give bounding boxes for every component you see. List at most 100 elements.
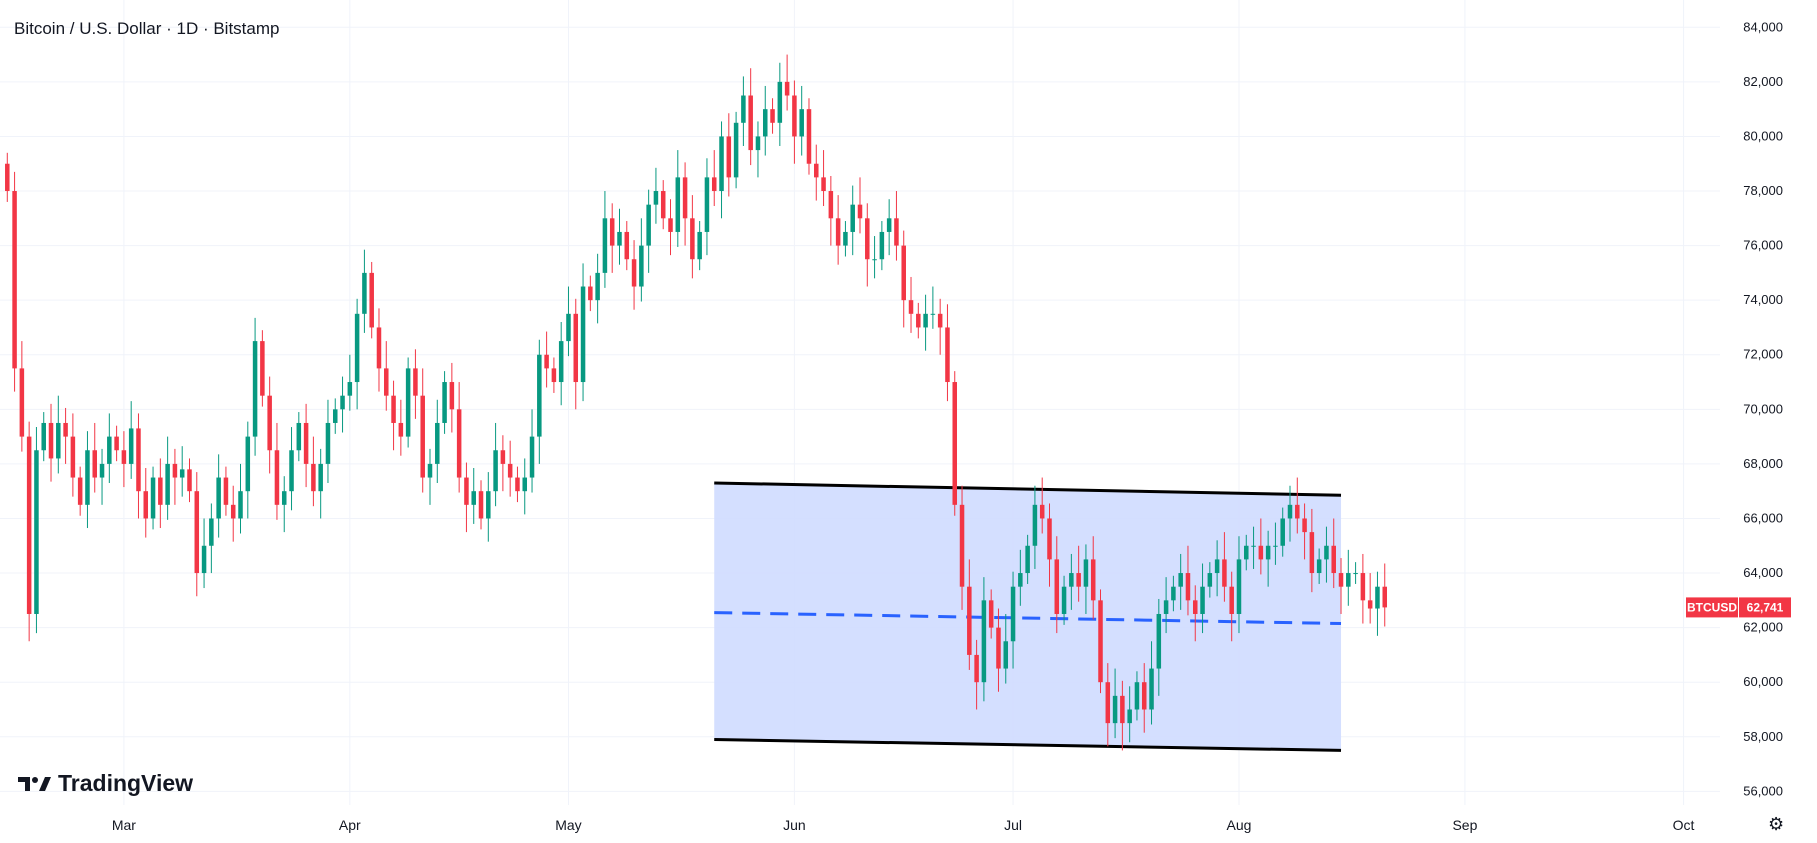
candle-body	[1010, 586, 1016, 642]
candle-body	[332, 409, 338, 423]
candle	[762, 85, 768, 156]
candle-body	[835, 218, 841, 246]
candle	[435, 399, 440, 483]
candle-body	[981, 600, 987, 683]
candle	[427, 448, 433, 505]
candle-body	[609, 218, 615, 246]
candle-body	[1127, 709, 1132, 724]
candle	[1105, 663, 1111, 747]
candle-body	[515, 477, 520, 492]
y-axis[interactable]: 84,000 82,000 80,000 78,000 76,000 74,000 72,0…	[1743, 19, 1783, 798]
candle-body	[799, 109, 804, 137]
candle	[1025, 534, 1030, 584]
candle	[1069, 553, 1074, 610]
candle-body	[179, 469, 185, 478]
candle	[354, 298, 360, 410]
candle	[1090, 536, 1096, 620]
candle-body	[1222, 559, 1227, 587]
candle	[179, 446, 185, 497]
candle-body	[996, 627, 1001, 669]
candle	[56, 395, 61, 474]
y-tick-label: 60,000	[1743, 674, 1783, 689]
candle-body	[1353, 573, 1358, 575]
candle-body	[318, 463, 323, 492]
candle	[558, 322, 564, 406]
candle	[515, 466, 520, 503]
candle	[325, 399, 331, 483]
candle-body	[158, 477, 163, 505]
candle	[704, 158, 710, 256]
candle-body	[1229, 586, 1234, 614]
x-axis[interactable]: Mar Apr May Jun Jul Aug Sep Oct	[112, 817, 1695, 833]
candle-body	[405, 368, 411, 437]
candle-body	[427, 463, 433, 478]
candle	[486, 472, 491, 542]
candle	[1346, 549, 1351, 606]
candle	[923, 294, 928, 351]
candle	[1054, 536, 1060, 634]
y-tick-label: 76,000	[1743, 238, 1783, 253]
candle-body	[1280, 518, 1285, 546]
candle-body	[456, 409, 462, 478]
candle-body	[1324, 545, 1329, 560]
candle	[733, 111, 739, 189]
candle	[5, 152, 10, 202]
candle	[770, 98, 775, 134]
candle-body	[792, 95, 797, 137]
candle	[1098, 589, 1103, 694]
x-tick-label: Mar	[112, 817, 136, 833]
candle-body	[784, 81, 790, 96]
candle	[121, 431, 127, 488]
candle	[281, 476, 287, 533]
candle	[274, 422, 280, 520]
candle-body	[201, 545, 207, 574]
candle-body	[930, 313, 936, 315]
candle	[194, 472, 200, 597]
candle	[522, 458, 528, 515]
candle	[1244, 534, 1249, 571]
settings-gear-icon[interactable]: ⚙	[1768, 814, 1785, 834]
candle-body	[1192, 600, 1198, 614]
candle	[806, 98, 812, 175]
candle	[1061, 575, 1067, 625]
candle-body	[281, 491, 287, 505]
candle	[318, 448, 323, 519]
badge-symbol-box	[1686, 597, 1738, 618]
candle	[1324, 526, 1329, 583]
candle	[41, 412, 46, 462]
candle	[821, 150, 826, 207]
candle	[908, 276, 914, 333]
candle-body	[704, 177, 710, 232]
candle-body	[1149, 668, 1154, 710]
candle-body	[1098, 600, 1103, 683]
candle	[894, 191, 899, 261]
y-tick-label: 70,000	[1743, 401, 1783, 416]
candle	[420, 368, 425, 493]
y-tick-label: 58,000	[1743, 729, 1783, 744]
price-channel[interactable]	[714, 481, 1342, 752]
candle	[456, 382, 462, 493]
candle-body	[12, 191, 17, 369]
y-tick-label: 64,000	[1743, 565, 1783, 580]
candle	[1003, 613, 1009, 684]
candle-body	[1003, 641, 1009, 669]
candle	[77, 466, 83, 516]
candle	[1236, 536, 1242, 634]
candle	[398, 399, 404, 456]
candle-body	[1338, 573, 1344, 587]
candle	[814, 144, 819, 201]
candle	[128, 401, 134, 479]
candle	[238, 463, 243, 534]
candle	[19, 341, 25, 452]
candle-body	[573, 313, 579, 383]
y-tick-label: 80,000	[1743, 128, 1783, 143]
candle-body	[537, 354, 542, 437]
candle-body	[303, 422, 309, 464]
y-tick-label: 84,000	[1743, 19, 1783, 34]
candle	[690, 195, 695, 279]
candle	[260, 330, 265, 407]
candle-body	[988, 600, 994, 628]
candle-body	[872, 259, 877, 261]
candle-body	[668, 218, 673, 232]
